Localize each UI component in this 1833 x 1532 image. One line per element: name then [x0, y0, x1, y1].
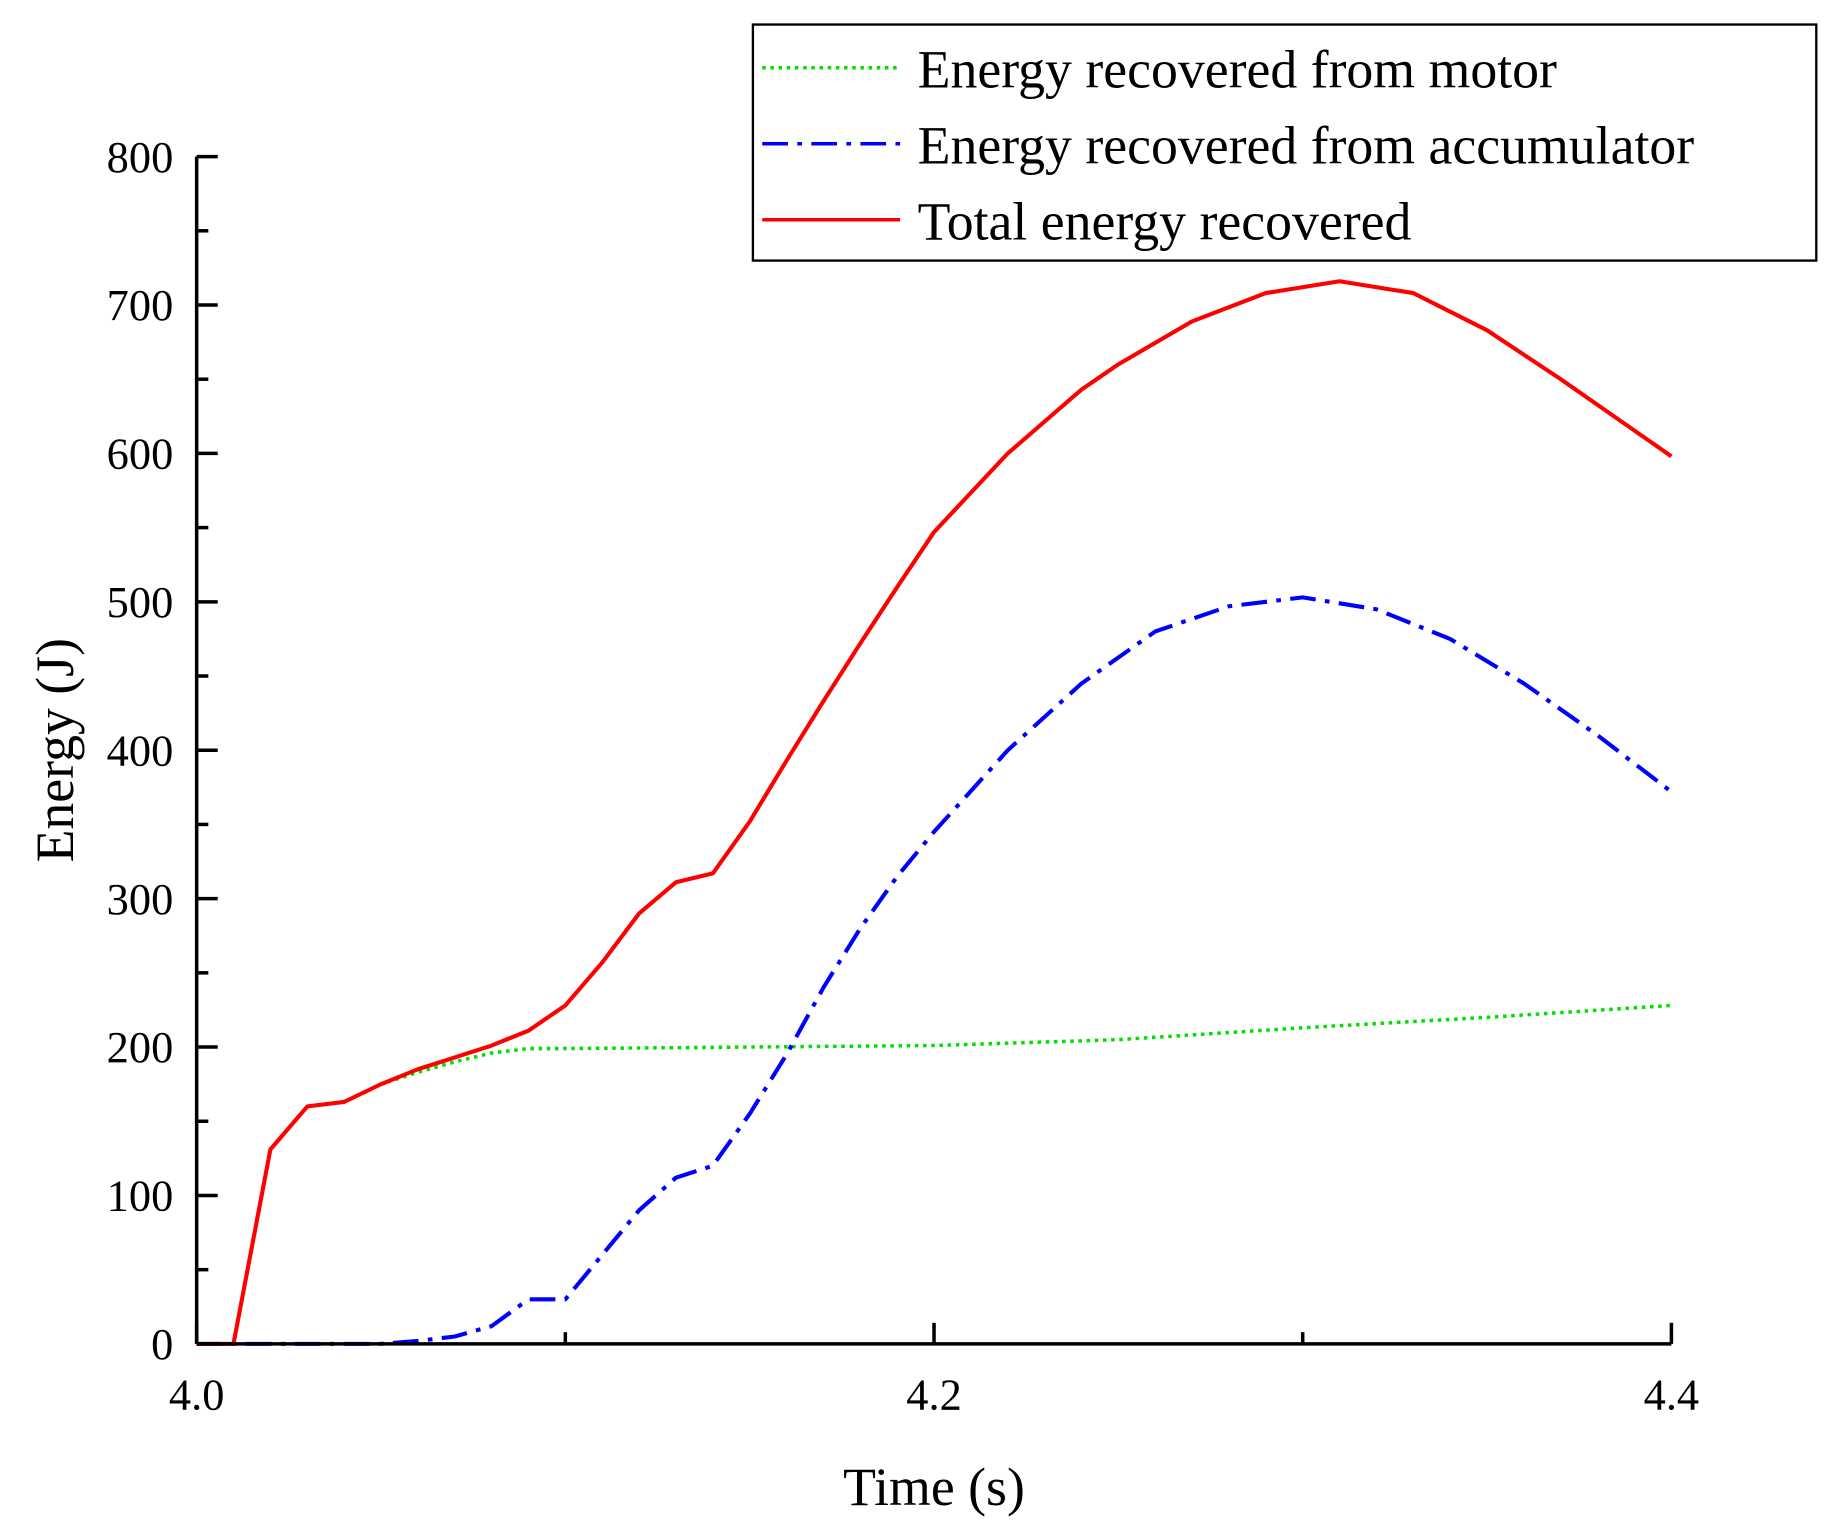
- legend: Energy recovered from motor Energy recove…: [751, 23, 1818, 262]
- series-line-0: [196, 1003, 1672, 1346]
- y-axis-label: Energy (J): [25, 638, 85, 862]
- y-tick-label: 0: [151, 1319, 173, 1369]
- x-tick-label: 4.0: [169, 1369, 225, 1419]
- x-tick-label: 4.2: [906, 1369, 961, 1419]
- legend-box: [751, 23, 1818, 262]
- legend-label-2: Total energy recovered: [918, 192, 1412, 252]
- series-line-2: [196, 279, 1673, 1346]
- legend-label-1: Energy recovered from accumulator: [918, 116, 1695, 176]
- x-axis-label: Time (s): [843, 1457, 1025, 1517]
- y-tick-label: 200: [107, 1022, 174, 1072]
- y-tick-label: 500: [107, 577, 174, 627]
- axes: 0 100 200 300 400 500 600 700 800 4.0 4.2 4.4: [107, 132, 1699, 1420]
- y-tick-label: 300: [107, 874, 174, 924]
- y-tick-label: 700: [107, 280, 174, 330]
- y-tick-label: 600: [107, 429, 174, 479]
- plot-area: [196, 279, 1673, 1346]
- legend-label-0: Energy recovered from motor: [918, 40, 1557, 100]
- y-tick-label: 100: [107, 1171, 174, 1221]
- x-tick-label: 4.4: [1644, 1369, 1699, 1419]
- y-tick-label: 400: [107, 725, 174, 775]
- y-tick-label: 800: [107, 132, 174, 182]
- series-line-1: [196, 595, 1673, 1346]
